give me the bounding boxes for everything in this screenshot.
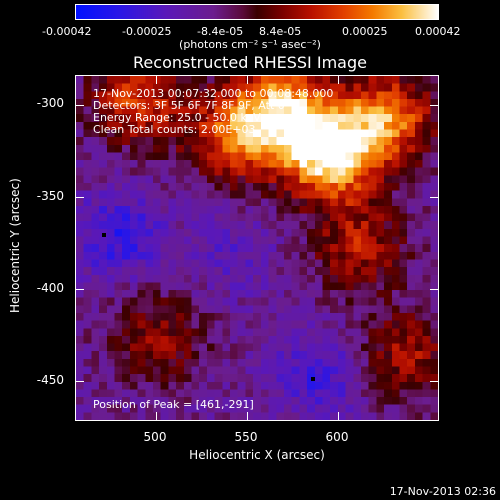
axis-tick-mark [247, 76, 248, 84]
plot-area [75, 75, 439, 421]
axis-tick-mark [76, 105, 84, 106]
axis-tick-mark [247, 412, 248, 420]
axis-tick-mark [156, 412, 157, 420]
axis-tick-mark [338, 412, 339, 420]
axis-tick-mark [76, 197, 84, 198]
colorbar [75, 4, 439, 20]
energy-range: Energy Range: 25.0 - 50.0 keV [93, 111, 261, 124]
y-tick-label: -300 [36, 96, 64, 110]
clean-counts: Clean Total counts: 2.00E+03 [93, 123, 256, 136]
chart-title: Reconstructed RHESSI Image [133, 53, 367, 72]
axis-tick-mark [430, 289, 438, 290]
x-tick-label: 550 [234, 430, 258, 444]
x-tick-label: 600 [325, 430, 349, 444]
marker-dot [102, 233, 106, 237]
colorbar-tick: 0.00042 [415, 25, 461, 38]
y-tick-label: -450 [36, 373, 64, 387]
y-tick-label: -350 [36, 189, 64, 203]
time-range: 17-Nov-2013 00:07:32.000 to 00:08:48.000 [93, 87, 334, 100]
heatmap-image [76, 76, 438, 420]
peak-position: Position of Peak = [461,-291] [93, 398, 254, 411]
timestamp: 17-Nov-2013 02:36 [389, 485, 496, 498]
axis-tick-mark [156, 76, 157, 84]
colorbar-tick: 8.4e-05 [259, 25, 302, 38]
axis-tick-mark [430, 105, 438, 106]
colorbar-tick: -0.00025 [122, 25, 172, 38]
x-tick-label: 500 [143, 430, 167, 444]
y-tick-label: -400 [36, 281, 64, 295]
marker-dot [311, 377, 315, 381]
axis-tick-mark [430, 381, 438, 382]
axis-tick-mark [430, 197, 438, 198]
x-axis-label: Heliocentric X (arcsec) [189, 448, 325, 462]
colorbar-tick: -8.4e-05 [197, 25, 244, 38]
detectors: Detectors: 3F 5F 6F 7F 8F 9F, Att 0 [93, 99, 285, 112]
axis-tick-mark [76, 289, 84, 290]
y-axis-label: Heliocentric Y (arcsec) [8, 178, 22, 313]
colorbar-tick: 0.00025 [342, 25, 388, 38]
colorbar-tick: -0.00042 [42, 25, 92, 38]
axis-tick-mark [338, 76, 339, 84]
colorbar-unit: (photons cm⁻² s⁻¹ asec⁻²) [179, 38, 321, 51]
axis-tick-mark [76, 381, 84, 382]
